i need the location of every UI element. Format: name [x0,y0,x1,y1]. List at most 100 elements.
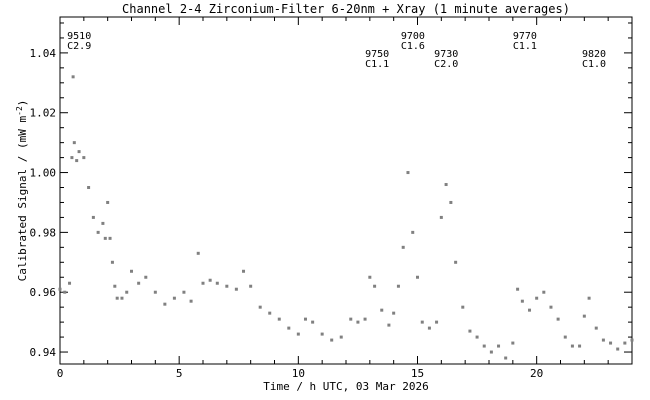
data-point [416,275,419,279]
x-axis-label: Time / h UTC, 03 Mar 2026 [263,380,429,393]
data-point [420,320,424,324]
data-point [189,299,193,303]
data-point [182,290,186,294]
data-point [234,287,238,291]
data-point [268,311,272,315]
data-point [258,305,262,309]
data-point [277,317,281,321]
flare-annotation-region: 9820 [582,49,606,60]
data-point [71,75,75,79]
x-tick-label: 20 [530,367,543,380]
x-tick-label: 15 [411,367,424,380]
y-axis-label-superscript: -2 [15,106,24,116]
data-point [444,183,448,187]
flare-annotation-class: C1.1 [513,41,537,52]
data-point [380,308,384,312]
y-tick-label: 0.96 [30,286,57,299]
plot-frame [59,16,633,365]
x-tick-label: 10 [292,367,305,380]
data-point [549,305,553,309]
data-point [563,335,567,339]
data-point [87,186,91,190]
data-point [115,296,119,300]
y-tick-label: 1.02 [30,107,57,120]
data-point [215,281,219,285]
data-point [70,156,74,160]
data-point [303,317,307,321]
data-point [110,260,114,264]
data-point [153,290,157,294]
data-point [201,281,205,285]
data-point [63,290,67,294]
flare-annotations: 9510C2.99750C1.19700C1.69730C2.09770C1.1… [67,31,606,70]
data-point [330,338,334,342]
data-point [511,341,515,345]
data-point [320,332,324,336]
data-point [411,230,415,234]
data-point [449,200,453,204]
data-point [609,341,613,345]
data-point [225,284,229,288]
data-points [58,75,634,360]
data-point [163,302,167,306]
data-point [601,338,605,342]
data-point [570,344,574,348]
y-tick-label: 1.00 [30,167,57,180]
data-point [504,356,508,360]
data-point [287,326,291,330]
flare-annotation-region: 9510 [67,31,91,42]
data-point [468,329,472,333]
flare-annotation-region: 9700 [401,31,425,42]
y-tick-label: 0.98 [30,226,57,239]
y-axis-label-close: ) [16,100,29,107]
data-point [125,290,129,294]
data-point [130,269,133,273]
data-point [363,317,367,321]
data-point [172,296,176,300]
y-axis-label: Calibrated Signal / (mW m-2) [15,100,30,282]
data-point [461,305,465,309]
flare-annotation-class: C2.0 [434,59,458,70]
data-point [535,296,539,300]
data-point [137,281,141,285]
data-point [396,284,400,288]
data-point [106,200,110,204]
data-point [249,284,253,288]
data-point [387,323,391,327]
data-point [196,251,200,255]
data-point [349,317,353,321]
data-point [311,320,315,324]
data-point [373,284,377,288]
data-point [520,299,524,303]
data-point [616,347,620,351]
data-point [75,159,79,163]
data-point [144,275,148,279]
x-tick-label: 0 [57,367,64,380]
data-point [392,311,396,315]
data-point [108,236,112,240]
data-point [368,275,372,279]
data-point [439,215,443,219]
flare-annotation-region: 9730 [434,49,458,60]
data-point [296,332,300,336]
data-point [587,296,591,300]
data-point [489,350,493,354]
data-point [242,269,246,273]
data-point [68,281,72,285]
data-point [516,287,520,291]
data-point [77,150,81,154]
data-point [427,326,431,330]
data-point [103,236,107,240]
data-point [556,317,560,321]
data-point [630,338,634,342]
data-point [475,335,479,339]
data-point [497,344,501,348]
data-point [339,335,343,339]
flare-annotation-class: C1.1 [365,59,389,70]
flare-annotation-region: 9770 [513,31,537,42]
flare-annotation-class: C2.9 [67,41,91,52]
data-point [113,284,117,288]
data-point [482,344,486,348]
